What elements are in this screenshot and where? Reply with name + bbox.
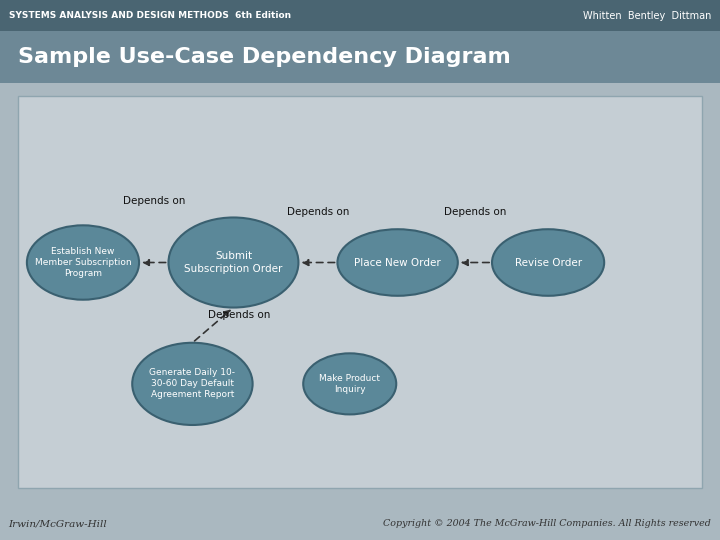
Ellipse shape (27, 225, 139, 300)
Bar (18, 96, 702, 488)
Text: SYSTEMS ANALYSIS AND DESIGN METHODS  6th Edition: SYSTEMS ANALYSIS AND DESIGN METHODS 6th … (9, 11, 291, 20)
Text: Sample Use-Case Dependency Diagram: Sample Use-Case Dependency Diagram (18, 47, 510, 67)
Ellipse shape (492, 229, 604, 296)
Text: Revise Order: Revise Order (515, 258, 582, 267)
Text: Depends on: Depends on (122, 195, 185, 206)
Text: Submit
Subscription Order: Submit Subscription Order (184, 251, 283, 274)
Text: Establish New
Member Subscription
Program: Establish New Member Subscription Progra… (35, 247, 131, 278)
Text: Irwin/McGraw-Hill: Irwin/McGraw-Hill (9, 519, 107, 528)
Text: Generate Daily 10-
30-60 Day Default
Agreement Report: Generate Daily 10- 30-60 Day Default Agr… (150, 368, 235, 400)
Bar (0, 31, 720, 83)
Ellipse shape (338, 229, 458, 296)
Text: Place New Order: Place New Order (354, 258, 441, 267)
Ellipse shape (132, 343, 253, 425)
Text: Depends on: Depends on (208, 310, 271, 320)
Text: Make Product
Inquiry: Make Product Inquiry (319, 374, 380, 394)
Bar (0, 501, 720, 540)
Text: Depends on: Depends on (287, 207, 349, 217)
Text: Whitten  Bentley  Dittman: Whitten Bentley Dittman (583, 11, 711, 21)
Text: Depends on: Depends on (444, 207, 506, 217)
Bar (0, 0, 720, 31)
Ellipse shape (168, 218, 299, 308)
Ellipse shape (303, 353, 396, 414)
Text: Copyright © 2004 The McGraw-Hill Companies. All Rights reserved: Copyright © 2004 The McGraw-Hill Compani… (384, 519, 711, 528)
